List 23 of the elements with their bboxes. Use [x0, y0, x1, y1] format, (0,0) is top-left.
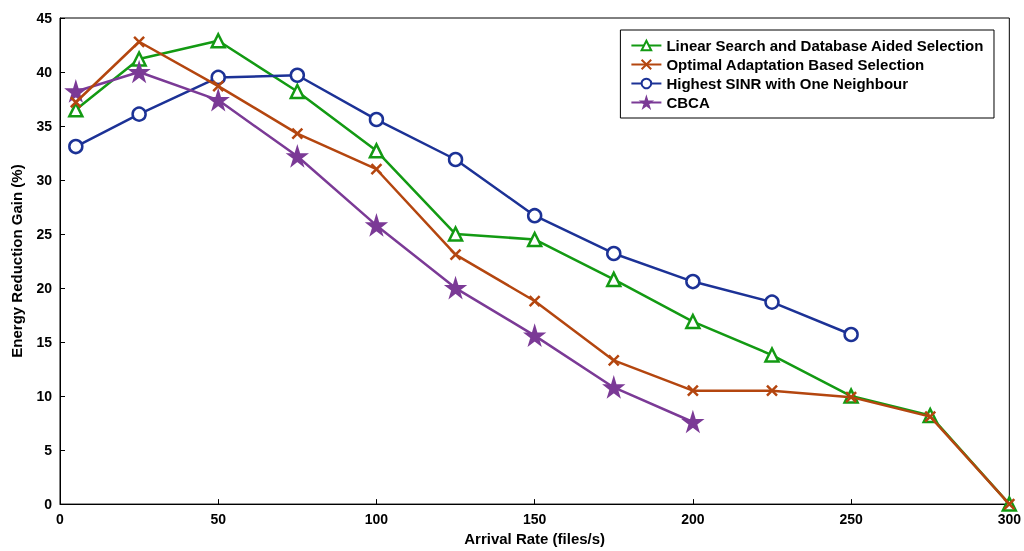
legend-label: Linear Search and Database Aided Selection — [666, 37, 984, 54]
x-tick-label: 250 — [839, 511, 863, 528]
y-tick-label: 5 — [44, 442, 53, 459]
x-tick-label: 300 — [997, 511, 1022, 528]
x-tick-label: 0 — [56, 511, 65, 528]
y-tick-label: 0 — [44, 496, 53, 513]
y-tick-label: 10 — [36, 388, 53, 405]
x-tick-label: 150 — [522, 511, 547, 528]
y-tick-label: 15 — [36, 334, 53, 351]
x-tick-label: 200 — [681, 511, 705, 528]
x-axis-title: Arrival Rate (files/s) — [464, 530, 606, 547]
x-tick-label: 100 — [364, 511, 389, 528]
legend-label: Optimal Adaptation Based Selection — [666, 56, 925, 73]
legend-label: CBCA — [666, 94, 710, 111]
y-tick-label: 30 — [36, 172, 53, 189]
y-axis-title: Energy Reduction Gain (%) — [8, 164, 25, 358]
legend-label: Highest SINR with One Neighbour — [666, 75, 909, 92]
y-tick-label: 25 — [36, 226, 53, 243]
y-tick-label: 35 — [36, 118, 53, 135]
y-tick-label: 45 — [36, 10, 53, 26]
y-tick-label: 20 — [36, 280, 53, 297]
x-tick-label: 50 — [210, 511, 227, 528]
y-tick-label: 40 — [36, 64, 53, 81]
